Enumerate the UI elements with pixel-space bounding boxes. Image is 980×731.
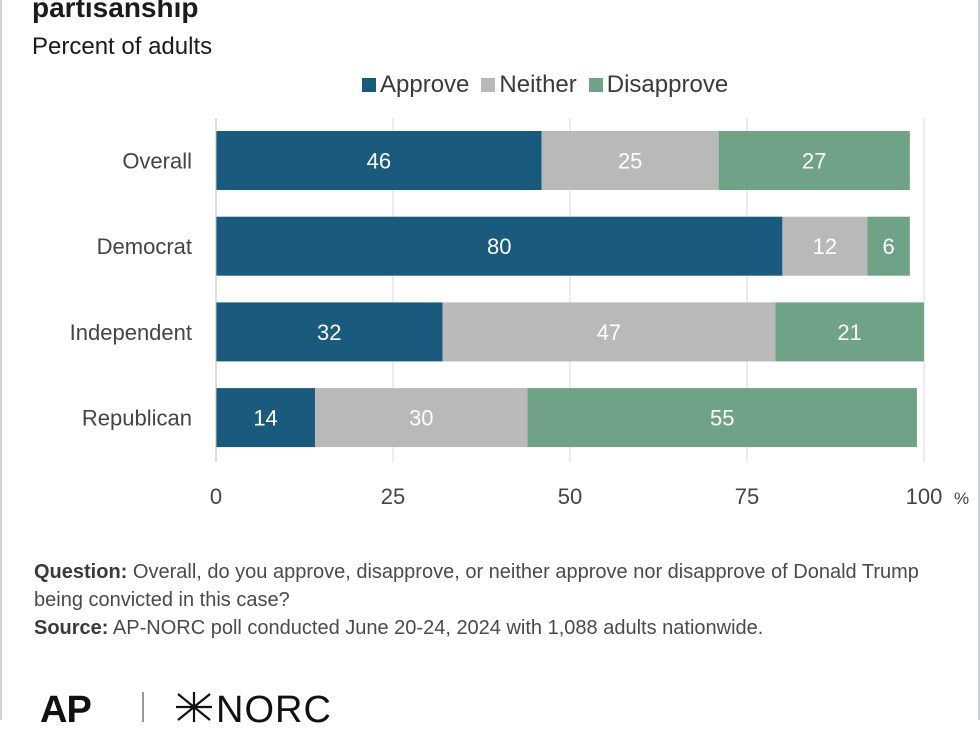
source-note: Source: AP-NORC poll conducted June 20-2…: [34, 614, 934, 642]
data-label-approve-democrat: 80: [487, 234, 511, 259]
stacked-bar-chart: 0 25 50 75 100 % Overall 46 25 27 Democrat 80 12 6 Ind…: [70, 118, 969, 509]
question-text: Overall, do you approve, disapprove, or …: [34, 561, 919, 611]
chart-footer: Question: Overall, do you approve, disap…: [34, 558, 934, 642]
chart-legend: Approve Neither Disapprove: [362, 70, 728, 100]
legend-swatch-approve: [362, 78, 376, 92]
category-label-independent: Independent: [70, 320, 192, 345]
data-label-approve-overall: 46: [367, 149, 391, 174]
x-tick-label-25: 25: [381, 484, 405, 509]
question-label: Question:: [34, 561, 128, 583]
data-label-disapprove-independent: 21: [837, 320, 861, 345]
bar-approve-independent: [216, 302, 443, 362]
data-label-disapprove-democrat: 6: [882, 234, 894, 259]
bar-neither-republican: [315, 388, 528, 448]
data-label-neither-independent: 47: [597, 320, 621, 345]
bar-approve-democrat: [216, 216, 783, 276]
ap-logo: AP: [40, 689, 92, 731]
legend-label-neither: Neither: [499, 71, 577, 98]
data-label-neither-overall: 25: [618, 149, 642, 174]
legend-item-disapprove: Disapprove: [588, 71, 729, 99]
legend-label-approve: Approve: [380, 71, 470, 98]
chart-subtitle: Percent of adults: [32, 33, 213, 60]
legend-label-disapprove: Disapprove: [606, 71, 729, 98]
data-label-neither-democrat: 12: [813, 234, 837, 259]
bar-neither-overall: [541, 131, 719, 190]
data-label-approve-republican: 14: [253, 406, 277, 431]
x-axis-unit-label: %: [954, 489, 969, 508]
bar-disapprove-overall: [718, 131, 910, 190]
legend-item-neither: Neither: [481, 71, 577, 99]
question-note: Question: Overall, do you approve, disap…: [34, 558, 934, 614]
x-tick-label-100: 100: [906, 484, 943, 509]
bar-disapprove-independent: [775, 302, 924, 362]
data-label-disapprove-overall: 27: [802, 149, 826, 174]
category-label-democrat: Democrat: [97, 234, 192, 259]
bar-neither-independent: [442, 302, 776, 362]
data-label-disapprove-republican: 55: [710, 406, 734, 431]
logo-divider: [142, 692, 144, 722]
source-label: Source:: [34, 617, 109, 639]
bar-disapprove-republican: [527, 388, 917, 448]
x-tick-label-75: 75: [735, 484, 759, 509]
chart-title: partisanship: [32, 0, 199, 23]
bar-disapprove-democrat: [867, 216, 910, 276]
data-label-approve-independent: 32: [317, 320, 341, 345]
x-tick-label-0: 0: [210, 484, 222, 509]
legend-swatch-neither: [481, 78, 496, 92]
category-label-republican: Republican: [82, 406, 192, 431]
data-label-neither-republican: 30: [409, 406, 433, 431]
x-tick-label-50: 50: [558, 484, 582, 509]
norc-star-icon: [176, 692, 212, 722]
category-label-overall: Overall: [122, 149, 192, 174]
legend-swatch-disapprove: [588, 78, 603, 92]
bar-approve-overall: [216, 131, 542, 190]
bar-neither-democrat: [782, 216, 868, 276]
right-frame-edge: [978, 0, 980, 720]
left-frame-edge: [0, 0, 2, 720]
norc-logo: NORC: [216, 689, 332, 731]
legend-item-approve: Approve: [362, 71, 469, 99]
source-text: AP-NORC poll conducted June 20-24, 2024 …: [112, 617, 764, 639]
bar-approve-republican: [216, 388, 316, 448]
